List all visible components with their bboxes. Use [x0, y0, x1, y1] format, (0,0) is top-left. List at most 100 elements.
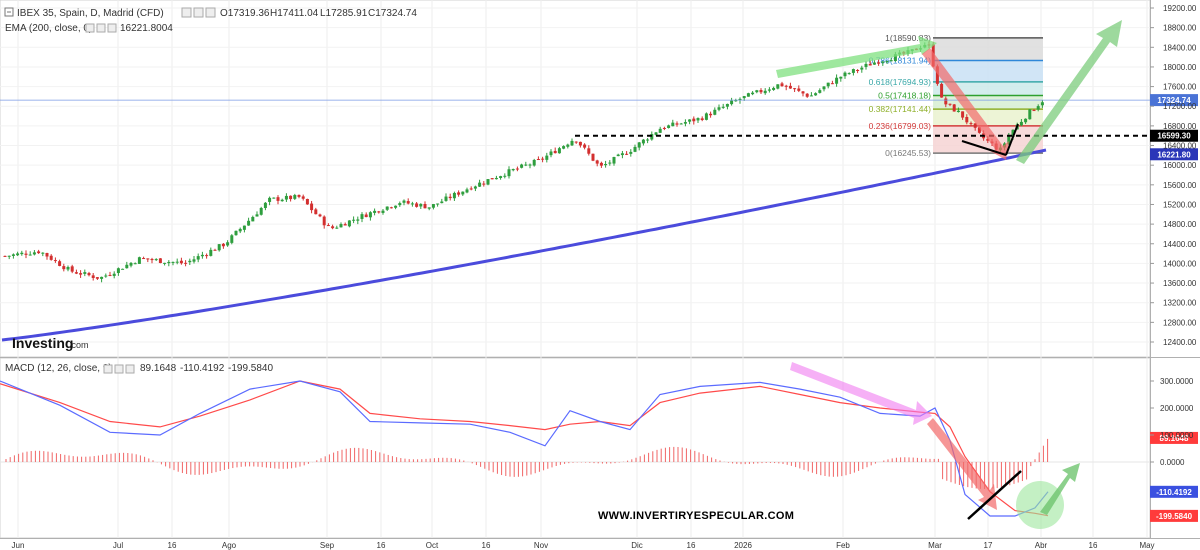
candle-body	[234, 230, 238, 236]
candle-body	[184, 262, 188, 264]
candle-body	[822, 86, 826, 90]
candle-body	[469, 188, 473, 190]
candle-body	[53, 260, 57, 262]
candle-body	[398, 203, 402, 206]
candle-body	[452, 192, 456, 199]
candle-body	[700, 118, 704, 121]
candle-body	[772, 87, 776, 90]
candle-body	[427, 207, 431, 209]
candle-body	[146, 258, 150, 260]
candle-body	[587, 148, 591, 154]
y-tick-label: 16000.00	[1163, 161, 1197, 170]
candle-body	[767, 89, 771, 91]
candle-body	[1036, 106, 1040, 110]
candle-body	[612, 157, 616, 164]
candle-body	[1024, 118, 1028, 123]
candle-body	[490, 178, 494, 180]
y-tick-label: 17200.00	[1163, 102, 1197, 111]
candle-body	[986, 138, 990, 141]
candle-body	[360, 214, 364, 219]
y-tick-label: 19200.00	[1163, 4, 1197, 13]
candle-body	[394, 205, 398, 208]
candle-body	[755, 90, 759, 93]
candle-body	[805, 93, 809, 97]
macd-tag	[1150, 431, 1198, 444]
fib-level-label: 0.786(18131.94)	[869, 55, 932, 65]
candle-body	[251, 216, 255, 222]
x-tick-label: 16	[168, 541, 177, 550]
candle-body	[977, 127, 981, 133]
settings-icon[interactable]	[181, 7, 216, 18]
candle-body	[809, 95, 813, 97]
candle-body	[860, 67, 864, 70]
candle-body	[709, 113, 713, 116]
candle-body	[171, 261, 175, 263]
candle-body	[557, 148, 561, 154]
candle-body	[545, 155, 549, 160]
candle-body	[482, 183, 486, 185]
candle-body	[734, 100, 738, 102]
candle-body	[301, 196, 305, 199]
candle-body	[24, 253, 28, 255]
macd-highlight-circle	[1016, 481, 1064, 529]
x-tick-label: 16	[377, 541, 386, 550]
price-header: IBEX 35, Spain, D, Madrid (CFD) O17319.3…	[4, 7, 417, 34]
candle-body	[402, 200, 406, 203]
candle-body	[28, 254, 32, 256]
candle-body	[1028, 109, 1032, 120]
candle-body	[675, 123, 679, 125]
price-tag	[1150, 148, 1198, 161]
ohlc-close: C17324.74	[368, 8, 417, 19]
candle-body	[158, 258, 162, 264]
svg-text:.com: .com	[69, 340, 89, 350]
candle-body	[893, 54, 897, 62]
candle-body	[83, 272, 87, 274]
ema-settings-icon[interactable]	[85, 23, 117, 33]
candle-body	[457, 192, 461, 195]
x-tick-label: Nov	[534, 541, 548, 550]
candle-body	[940, 83, 944, 98]
candle-body	[553, 150, 557, 154]
ema-value: 16221.8004	[120, 23, 173, 34]
candle-body	[58, 261, 62, 266]
candle-body	[692, 118, 696, 122]
candle-body	[310, 203, 314, 211]
candle-body	[478, 182, 482, 187]
macd-signal-value: -199.5840	[228, 363, 273, 374]
fib-zone	[933, 60, 1043, 82]
candle-body	[595, 160, 599, 164]
candle-body	[406, 201, 410, 204]
candle-body	[1011, 129, 1015, 137]
candle-body	[507, 169, 511, 177]
price-tag	[1150, 94, 1198, 107]
candle-body	[108, 274, 112, 276]
candle-body	[536, 159, 540, 161]
candle-body	[276, 197, 280, 201]
candle-body	[885, 60, 889, 63]
candle-body	[326, 225, 330, 227]
svg-text:Investing: Investing	[12, 335, 73, 351]
candle-body	[671, 122, 675, 127]
candle-body	[230, 235, 234, 243]
x-tick-label: 16	[687, 541, 696, 550]
candle-body	[41, 252, 45, 254]
candle-body	[473, 186, 477, 189]
candle-body	[864, 63, 868, 67]
candle-body	[448, 196, 452, 199]
candle-body	[205, 255, 209, 257]
candle-body	[352, 219, 356, 221]
candle-body	[322, 216, 326, 226]
candle-body	[856, 70, 860, 72]
candle-body	[637, 142, 641, 148]
candle-body	[167, 261, 171, 264]
candle-body	[1019, 121, 1023, 126]
macd-settings-icon[interactable]	[103, 364, 135, 374]
up-trend-arrow	[776, 36, 937, 78]
y-tick-label: 15600.00	[1163, 181, 1197, 190]
candle-body	[255, 214, 259, 217]
y-tick-label: 18800.00	[1163, 24, 1197, 33]
down-trend-arrow	[922, 48, 1009, 160]
candle-body	[242, 225, 246, 230]
candle-body	[549, 151, 553, 156]
candle-body	[335, 227, 339, 229]
